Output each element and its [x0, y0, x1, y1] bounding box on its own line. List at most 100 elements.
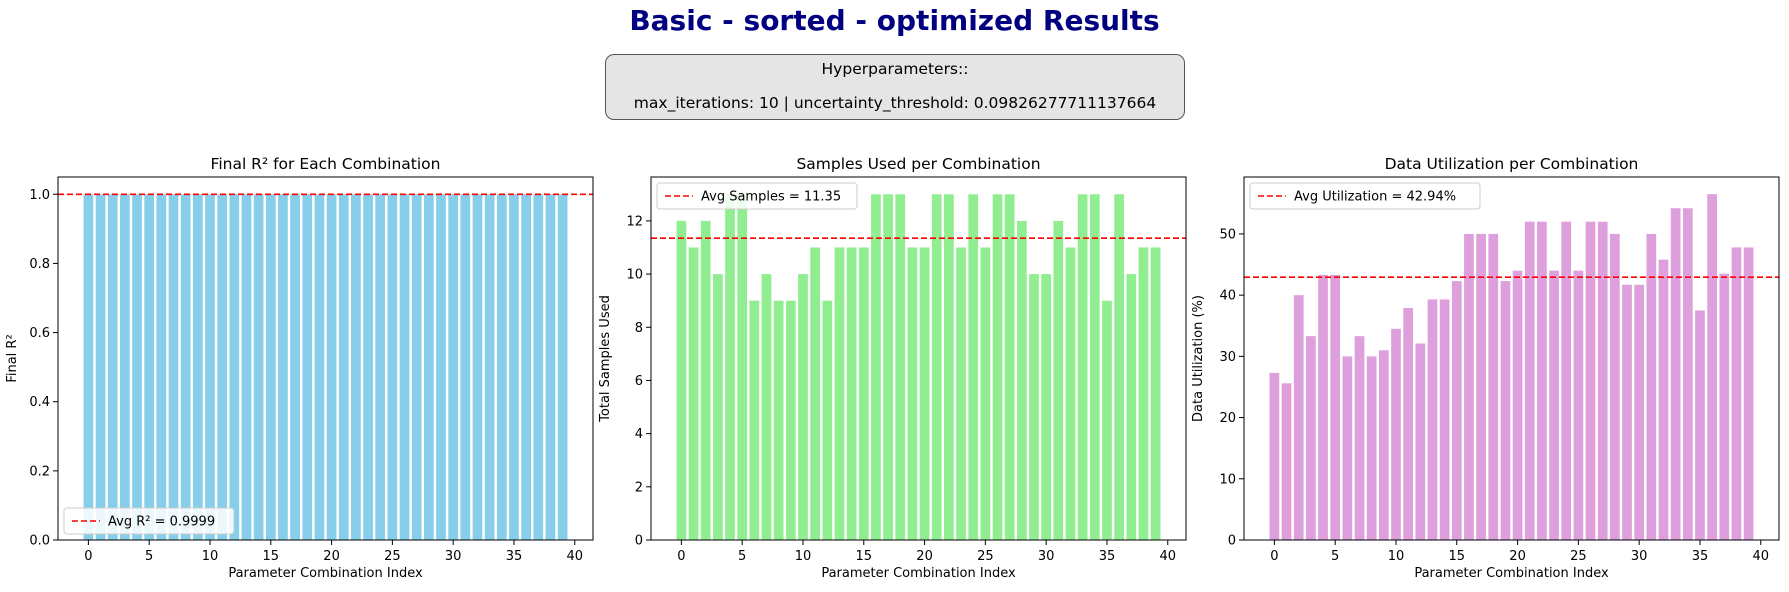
x-tick-label: 20 [323, 549, 340, 564]
x-tick-label: 0 [1270, 549, 1278, 564]
bar-14 [846, 247, 857, 540]
bar-6 [156, 194, 167, 540]
bar-6 [749, 300, 760, 540]
bar-11 [1403, 307, 1414, 540]
bar-31 [460, 194, 471, 540]
x-tick-label: 25 [977, 549, 994, 564]
bar-3 [120, 194, 130, 540]
legend-label: Avg R² = 0.9999 [108, 515, 215, 530]
bar-9 [192, 194, 203, 540]
legend: Avg R² = 0.9999 [63, 507, 235, 535]
x-tick-label: 30 [1038, 549, 1055, 564]
bar-33 [1077, 194, 1088, 541]
bar-8 [773, 300, 784, 540]
bar-26 [992, 194, 1003, 541]
bar-19 [907, 247, 918, 540]
y-tick-label: 0.0 [29, 534, 50, 549]
x-tick-label: 5 [145, 549, 153, 564]
bar-10 [1391, 328, 1401, 540]
bar-35 [1695, 310, 1705, 540]
y-tick-label: 0.2 [29, 464, 50, 479]
x-tick-label: 0 [677, 549, 685, 564]
bar-39 [1743, 247, 1754, 540]
bar-38 [1731, 247, 1742, 540]
bar-24 [1561, 221, 1572, 540]
bar-21 [338, 194, 349, 540]
bar-30 [448, 194, 459, 540]
x-tick-label: 25 [1570, 549, 1587, 564]
bar-9 [1378, 350, 1389, 540]
bar-9 [785, 300, 796, 540]
x-tick-label: 30 [445, 549, 462, 564]
bar-4 [1318, 274, 1328, 540]
bar-38 [1138, 247, 1149, 540]
bar-1 [1281, 383, 1292, 540]
x-tick-label: 10 [795, 549, 812, 564]
bar-11 [810, 247, 821, 540]
bar-35 [1102, 300, 1112, 540]
bar-32 [1658, 259, 1669, 540]
bar-7 [168, 194, 179, 540]
bar-25 [980, 247, 991, 540]
bar-15 [858, 247, 869, 540]
bar-4 [725, 194, 735, 541]
bar-12 [229, 194, 240, 540]
x-tick-label: 15 [856, 549, 873, 564]
bar-17 [290, 194, 300, 540]
bar-34 [496, 194, 507, 540]
bar-0 [83, 194, 94, 540]
x-tick-label: 40 [1159, 549, 1176, 564]
bar-23 [956, 247, 966, 540]
bar-12 [1415, 343, 1426, 540]
x-tick-label: 30 [1631, 549, 1648, 564]
bar-15 [1451, 281, 1462, 540]
bar-16 [1464, 233, 1474, 540]
axes-frame [650, 176, 1187, 541]
bar-37 [1719, 273, 1730, 540]
bar-30 [1041, 274, 1052, 540]
y-tick-label: 1.0 [29, 188, 50, 203]
bar-17 [883, 194, 893, 541]
bar-13 [241, 194, 252, 540]
y-tick-label: 20 [1219, 411, 1236, 426]
bar-29 [436, 194, 446, 540]
hyperparameters-heading: Hyperparameters:: [821, 60, 969, 78]
axes-frame [1243, 176, 1780, 541]
chart-3: 0 5 10 15 20 25 30 35 40 0 10 20 30 40 50 Data Utilizat… [1191, 155, 1780, 581]
bar-32 [472, 194, 483, 540]
x-axis-label: Parameter Combination Index [821, 566, 1016, 581]
x-tick-label: 35 [1692, 549, 1709, 564]
bar-27 [1004, 194, 1015, 541]
y-tick-label: 0.4 [29, 395, 50, 410]
y-axis-label: Final R² [5, 334, 20, 382]
bar-2 [700, 220, 711, 540]
bar-33 [484, 194, 495, 540]
bar-36 [1114, 194, 1124, 541]
x-axis-label: Parameter Combination Index [1414, 566, 1609, 581]
bar-15 [265, 194, 276, 540]
legend: Avg Utilization = 42.94% [1249, 182, 1481, 210]
bar-34 [1682, 208, 1693, 540]
bar-10 [798, 274, 808, 540]
bar-31 [1053, 220, 1064, 540]
bar-6 [1342, 356, 1353, 540]
x-tick-label: 15 [1449, 549, 1466, 564]
bar-26 [1585, 221, 1596, 540]
x-tick-label: 25 [384, 549, 401, 564]
bar-37 [533, 194, 544, 540]
bar-3 [1306, 336, 1316, 540]
x-tick-label: 10 [202, 549, 219, 564]
bar-4 [132, 194, 142, 540]
chart-title: Data Utilization per Combination [1385, 155, 1639, 173]
bar-20 [1512, 270, 1523, 540]
bar-30 [1634, 284, 1645, 540]
bar-0 [676, 220, 687, 540]
x-tick-label: 0 [84, 549, 92, 564]
x-tick-label: 5 [738, 549, 746, 564]
figure-title: Basic - sorted - optimized Results [629, 4, 1160, 37]
bar-25 [1573, 270, 1584, 540]
bar-24 [375, 194, 386, 540]
chart-1: 0 5 10 15 20 25 30 35 40 0.0 0.2 0.4 0.6 0.8 1.0 Final … [5, 155, 594, 581]
bar-22 [351, 194, 361, 540]
